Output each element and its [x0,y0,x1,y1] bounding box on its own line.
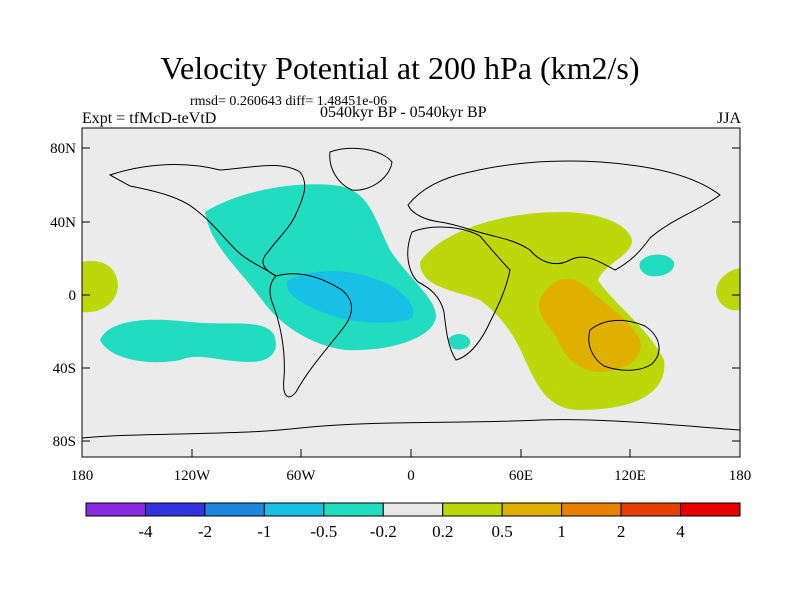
colorbar-swatch [204,502,265,517]
coast-north-america [108,164,306,277]
lat-label-80n: 80N [50,141,76,157]
lat-tick-marks [82,147,740,442]
colorbar-swatch [501,502,563,517]
experiment-label: Expt = tfMcD-teVtD [82,110,217,127]
lat-label-0: 0 [69,288,77,304]
coast-greenland [329,147,393,191]
colorbar-label: -4 [138,522,153,541]
colorbar-swatch [620,502,682,517]
lat-label-40s: 40S [53,361,76,377]
map-title: Velocity Potential at 200 hPa (km2/s) [160,50,640,86]
colorbar-swatch [323,502,384,517]
contour-neg-west-pacific [639,254,675,277]
contour-pos-west-edge [82,260,118,313]
colorbar-label: -2 [198,522,212,541]
colorbar-swatch [561,502,622,517]
colorbar-swatch [382,502,444,517]
contour-fields [82,184,740,410]
contour-neg-equatorial [286,270,414,323]
lon-label-120e: 120E [614,468,646,484]
colorbar-labels: -4 -2 -1 -0.5 -0.2 0.2 0.5 1 2 4 [138,522,685,541]
contour-neg-south-atlantic [448,334,471,350]
colorbar-label: -0.2 [370,522,397,541]
lon-label-180w: 180 [71,468,94,484]
contour-pos-core [539,279,641,372]
coast-australia [588,320,660,371]
colorbar [85,502,741,517]
contour-neg-south-pacific [100,319,276,363]
colorbar-label: -1 [257,522,271,541]
lat-label-80s: 80S [53,434,76,450]
coast-africa [407,226,511,361]
colorbar-label: 0.2 [432,522,453,541]
lon-label-60e: 60E [509,468,533,484]
colorbar-label: 1 [557,522,566,541]
colorbar-label: -0.5 [310,522,337,541]
colorbar-swatch [263,502,325,517]
lon-label-60w: 60W [286,468,316,484]
stats-text: rmsd= 0.260643 diff= 1.48451e-06 [190,94,388,109]
lon-label-180e: 180 [729,468,752,484]
coast-europe-asia [407,160,721,271]
coastlines [82,147,740,439]
season-label: JJA [717,110,742,127]
lon-tick-marks [81,449,741,457]
colorbar-label: 2 [617,522,626,541]
colorbar-swatch [442,502,503,517]
colorbar-label: 4 [676,522,685,541]
contour-pos-east-edge [716,268,740,311]
lon-label-120w: 120W [174,468,212,484]
colorbar-swatch [85,502,146,517]
coast-antarctica [82,419,740,439]
lon-label-0: 0 [407,468,415,484]
period-label: 0540kyr BP - 0540kyr BP [320,104,487,121]
colorbar-swatch [144,502,206,517]
coast-south-america [269,273,352,398]
colorbar-label: 0.5 [492,522,513,541]
colorbar-swatch [680,502,741,517]
lat-label-40n: 40N [50,215,76,231]
